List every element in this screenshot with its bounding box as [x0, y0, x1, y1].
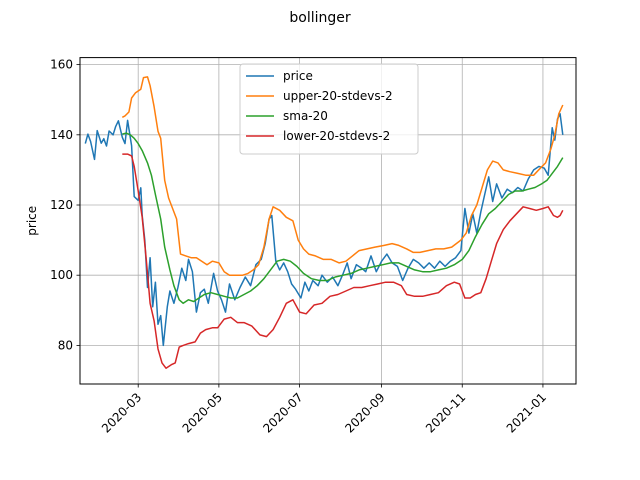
legend-box [239, 63, 419, 155]
legend-entry: upper-20-stdevs-2 [283, 89, 393, 103]
chart-title: bollinger [289, 10, 350, 26]
series-line-sma-20 [122, 132, 564, 305]
series-line-lower-20-stdevs-2 [122, 153, 564, 369]
y-tick-label: 160 [50, 58, 73, 72]
y-tick-label: 100 [50, 268, 73, 282]
plot-frame [79, 57, 577, 385]
legend-entry: lower-20-stdevs-2 [283, 129, 390, 143]
legend: price upper-20-stdevs-2 sma-20 lower-20-std… [239, 63, 419, 155]
y-tick-label: 80 [58, 338, 73, 352]
y-tick-label: 120 [50, 198, 73, 212]
series-lines [84, 76, 564, 369]
legend-entry: price [283, 69, 313, 83]
y-axis-label: price [25, 206, 39, 236]
y-tick-label: 140 [50, 128, 73, 142]
y-axis: 80 100 120 140 160 [50, 58, 80, 352]
series-line-upper-20-stdevs-2 [121, 76, 564, 276]
legend-entry: sma-20 [283, 109, 328, 123]
